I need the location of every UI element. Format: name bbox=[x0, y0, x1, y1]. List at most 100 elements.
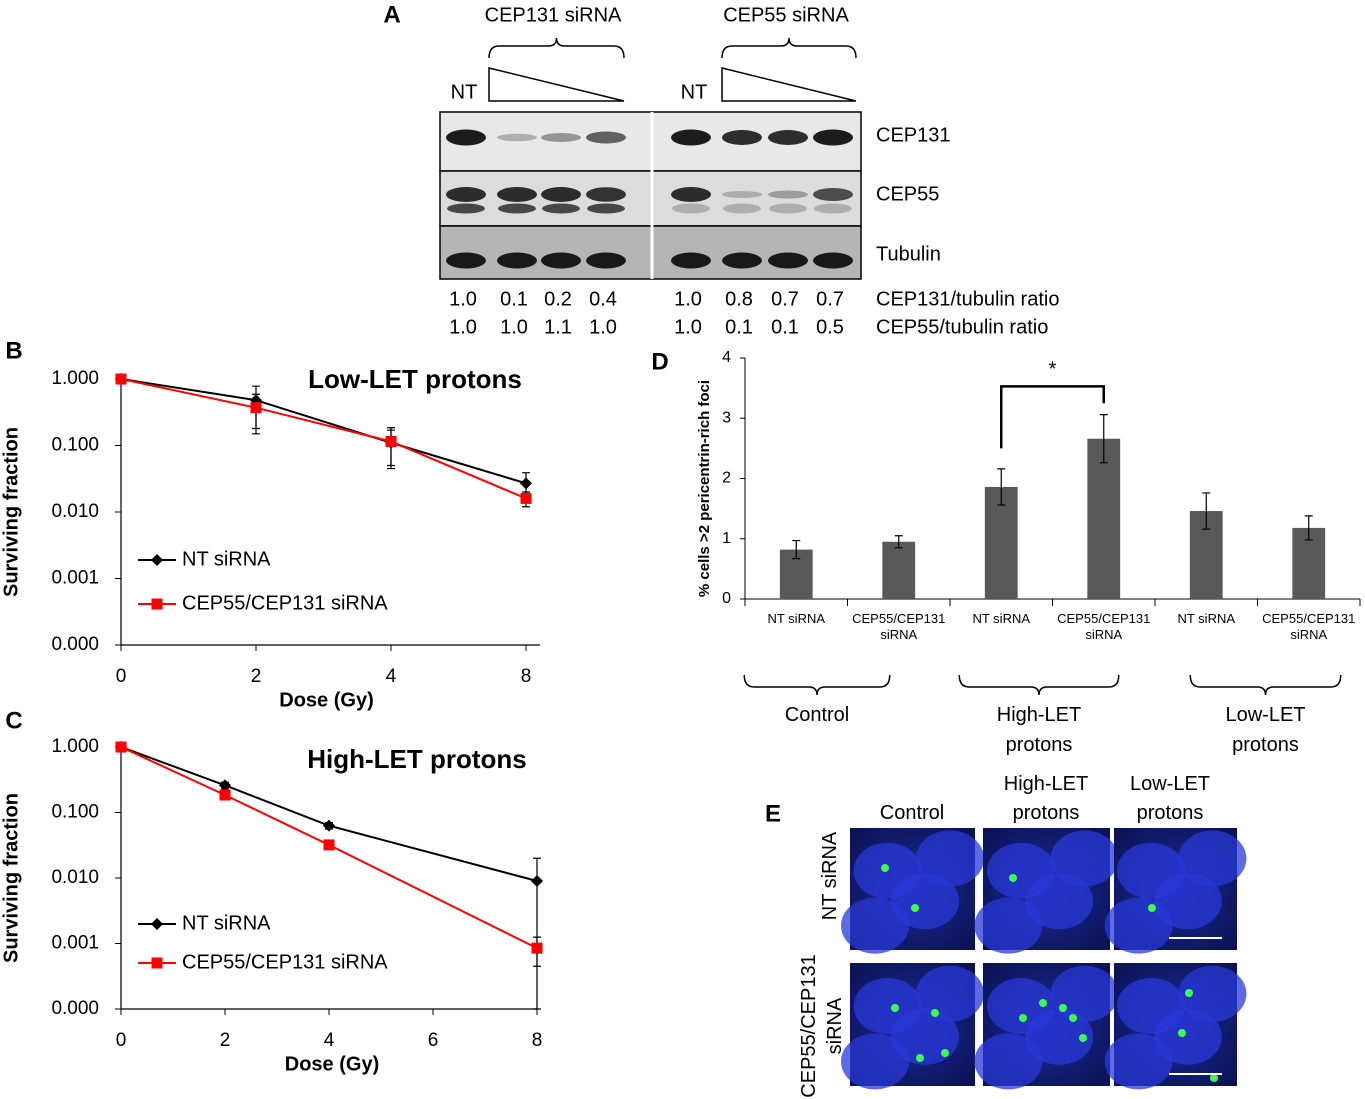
panel-label: C bbox=[5, 707, 22, 734]
nucleus bbox=[1153, 873, 1222, 930]
blot-band bbox=[446, 129, 486, 146]
error-bar bbox=[894, 535, 903, 549]
marker bbox=[115, 373, 127, 385]
blot-band bbox=[541, 187, 581, 202]
x-tick-label: CEP55/CEP131 siRNA bbox=[852, 611, 946, 642]
marker bbox=[151, 598, 163, 610]
marker bbox=[219, 789, 231, 801]
bar bbox=[882, 541, 916, 599]
focus bbox=[1079, 1034, 1087, 1042]
marker bbox=[151, 554, 163, 566]
blot-band bbox=[722, 191, 762, 198]
x-tick-label: NT siRNA bbox=[767, 611, 826, 626]
nucleus bbox=[1104, 1033, 1173, 1090]
error-bar bbox=[1099, 414, 1108, 464]
blot-band bbox=[768, 190, 808, 199]
y-tick-label: 0.010 bbox=[51, 501, 99, 522]
y-tick-label: 1 bbox=[722, 530, 731, 547]
blot-brace bbox=[721, 37, 857, 59]
nucleus bbox=[841, 1033, 909, 1090]
x-tick-label: 2 bbox=[251, 666, 262, 687]
chart-title: Low-LET protons bbox=[308, 364, 522, 394]
group-label: Low-LET protons bbox=[1225, 704, 1306, 756]
blot-band bbox=[813, 252, 853, 269]
blot-band bbox=[813, 188, 853, 201]
row-label: NT siRNA bbox=[819, 831, 841, 921]
series-line bbox=[120, 378, 527, 500]
y-tick-label: 4 bbox=[722, 349, 731, 366]
micrograph bbox=[1104, 828, 1247, 954]
legend-label: NT siRNA bbox=[182, 912, 271, 934]
ratio-value: 1.0 bbox=[449, 288, 477, 310]
ratio-value: 0.8 bbox=[725, 288, 753, 310]
blot-band bbox=[498, 203, 536, 214]
nucleus bbox=[841, 897, 909, 954]
ratio-value: 1.0 bbox=[500, 316, 528, 338]
group-brace bbox=[1189, 674, 1342, 696]
ratio-value: 1.0 bbox=[449, 316, 477, 338]
ratio-value: 1.1 bbox=[544, 316, 572, 338]
focus bbox=[1009, 874, 1017, 882]
blot-band bbox=[497, 133, 537, 142]
blot-band bbox=[768, 252, 808, 269]
group-brace bbox=[743, 674, 891, 696]
blot-band bbox=[447, 203, 485, 214]
y-axis-title: Surviving fraction bbox=[0, 427, 22, 597]
ratio-value: 0.1 bbox=[725, 316, 753, 338]
legend-label: CEP55/CEP131 siRNA bbox=[182, 951, 388, 973]
y-axis-title: Surviving fraction bbox=[0, 793, 22, 963]
blot-band bbox=[723, 203, 761, 214]
blot-band bbox=[671, 187, 711, 202]
blot-band bbox=[586, 131, 626, 144]
group-label: Control bbox=[784, 704, 850, 726]
nucleus bbox=[1178, 830, 1247, 887]
micrograph bbox=[841, 963, 984, 1090]
blot-band bbox=[768, 130, 808, 145]
ratio-value: 1.0 bbox=[674, 288, 702, 310]
focus bbox=[911, 904, 919, 912]
marker bbox=[323, 819, 335, 832]
error-bar bbox=[387, 427, 395, 470]
ratio-value: 0.4 bbox=[589, 288, 617, 310]
y-tick-label: 0.001 bbox=[51, 568, 99, 589]
y-tick-label: 2 bbox=[722, 470, 731, 487]
nucleus bbox=[974, 897, 1043, 954]
x-axis-title: Dose (Gy) bbox=[285, 1053, 379, 1075]
blot-band bbox=[497, 252, 537, 269]
y-axis-title: % cells >2 pericentrin-rich foci bbox=[696, 380, 713, 597]
ratio-value: 0.7 bbox=[816, 288, 844, 310]
error-bar bbox=[792, 539, 801, 560]
marker bbox=[531, 874, 543, 887]
y-tick-label: 0.000 bbox=[51, 998, 99, 1019]
ratio-value: 0.1 bbox=[771, 316, 799, 338]
blot-band bbox=[586, 252, 626, 269]
y-tick-label: 0.100 bbox=[51, 802, 99, 823]
ratio-value: 1.0 bbox=[589, 316, 617, 338]
blot-band bbox=[814, 203, 852, 214]
marker bbox=[115, 741, 127, 753]
blot-row-label: Tubulin bbox=[876, 243, 941, 265]
marker bbox=[323, 839, 335, 851]
nucleus bbox=[1050, 830, 1119, 887]
blot-band bbox=[671, 129, 711, 146]
nucleus bbox=[1104, 897, 1173, 954]
focus bbox=[1210, 1074, 1218, 1082]
y-tick-label: 3 bbox=[722, 409, 731, 426]
x-tick-label: 4 bbox=[324, 1030, 335, 1051]
focus bbox=[1148, 904, 1156, 912]
marker bbox=[531, 942, 543, 954]
blot-band bbox=[497, 187, 537, 202]
focus bbox=[1185, 989, 1193, 997]
ratio-value: 0.1 bbox=[500, 288, 528, 310]
control-label: NT bbox=[451, 81, 478, 103]
panel-label: A bbox=[383, 1, 400, 28]
focus bbox=[891, 1004, 899, 1012]
error-bar bbox=[252, 393, 260, 435]
blot-group-label: CEP55 siRNA bbox=[723, 4, 849, 26]
micrograph bbox=[1104, 963, 1247, 1090]
micrograph bbox=[974, 963, 1119, 1090]
blot-band bbox=[769, 203, 807, 214]
blot-band bbox=[446, 187, 486, 202]
column-label: High-LET protons bbox=[1003, 773, 1089, 824]
